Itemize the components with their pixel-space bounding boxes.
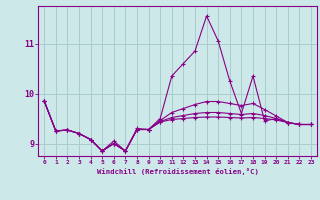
X-axis label: Windchill (Refroidissement éolien,°C): Windchill (Refroidissement éolien,°C)	[97, 168, 259, 175]
